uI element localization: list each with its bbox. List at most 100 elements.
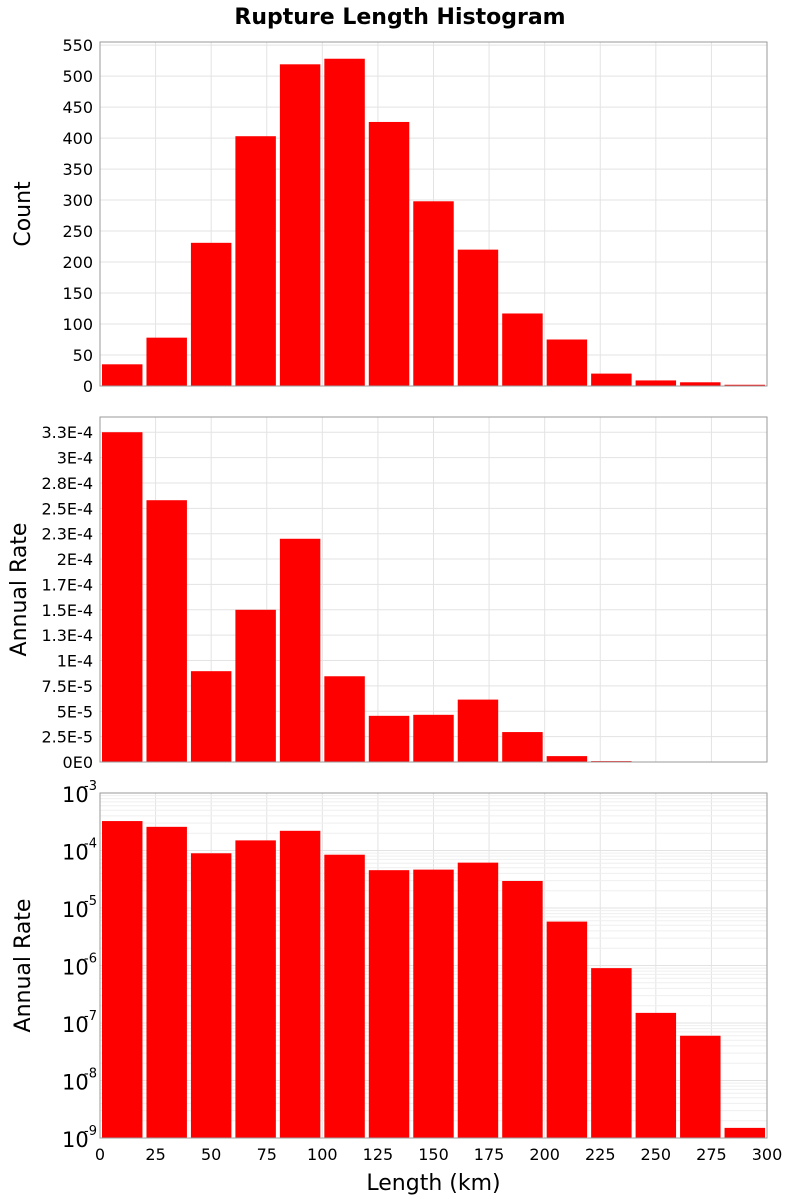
y-tick-label: 50 — [73, 346, 93, 365]
y-tick-label: 250 — [62, 222, 93, 241]
y-tick-label: 1.7E-4 — [41, 575, 93, 594]
x-tick-label: 75 — [257, 1145, 277, 1164]
bar-2-13 — [680, 1035, 721, 1138]
bar-1-10 — [546, 756, 588, 762]
bar-2-1 — [146, 826, 187, 1138]
bar-2-2 — [190, 853, 232, 1138]
bar-0-10 — [546, 339, 588, 386]
x-tick-label: 250 — [641, 1145, 672, 1164]
y-tick-label: 100 — [62, 315, 93, 334]
y-tick-label: 2.3E-4 — [41, 525, 93, 544]
bar-2-11 — [591, 968, 632, 1138]
bar-2-7 — [413, 869, 454, 1138]
bar-2-4 — [279, 830, 321, 1138]
bar-0-0 — [102, 364, 143, 386]
y-tick-label-exponent: -9 — [84, 1124, 97, 1139]
bar-0-13 — [680, 382, 721, 386]
bar-1-3 — [235, 609, 276, 762]
y-tick-label: 1.5E-4 — [41, 601, 93, 620]
bar-0-2 — [190, 242, 232, 386]
plot-frame — [99, 416, 768, 763]
y-axis-label: Annual Rate — [7, 523, 32, 657]
x-tick-label: 50 — [201, 1145, 221, 1164]
bar-1-8 — [457, 699, 499, 762]
bar-2-14 — [724, 1127, 765, 1138]
y-tick-label-base: 10 — [62, 898, 89, 922]
bar-0-7 — [413, 201, 454, 386]
x-tick-label: 100 — [307, 1145, 338, 1164]
bar-1-5 — [324, 676, 365, 762]
bar-2-10 — [546, 921, 588, 1138]
bar-0-6 — [368, 121, 410, 386]
y-tick-label: 550 — [62, 36, 93, 55]
bar-1-7 — [413, 714, 454, 762]
y-tick-label-exponent: -7 — [84, 1009, 97, 1024]
y-tick-label: 7.5E-5 — [41, 677, 93, 696]
y-tick-label-exponent: -3 — [84, 779, 97, 794]
y-tick-label: 500 — [62, 67, 93, 86]
y-tick-label: 2.5E-4 — [41, 499, 93, 518]
y-tick-label-base: 10 — [62, 1013, 89, 1037]
bar-1-6 — [368, 715, 410, 762]
bar-2-9 — [502, 880, 543, 1138]
y-tick-label-exponent: -8 — [84, 1067, 97, 1082]
x-tick-label: 125 — [363, 1145, 394, 1164]
y-tick-label: 1.3E-4 — [41, 626, 93, 645]
x-tick-label: 150 — [418, 1145, 449, 1164]
y-tick-label: 2.8E-4 — [41, 474, 93, 493]
y-tick-label-exponent: -4 — [84, 837, 97, 852]
bar-2-0 — [102, 821, 143, 1138]
y-tick-label-base: 10 — [62, 1071, 89, 1095]
bar-2-5 — [324, 854, 365, 1138]
bar-0-3 — [235, 136, 276, 386]
y-tick-label-base: 10 — [62, 841, 89, 865]
bar-1-2 — [190, 671, 232, 762]
bar-0-9 — [502, 313, 543, 386]
bar-0-4 — [279, 64, 321, 387]
y-tick-label: 300 — [62, 191, 93, 210]
y-tick-label: 5E-5 — [57, 702, 93, 721]
bar-2-12 — [635, 1012, 677, 1138]
y-tick-label: 2E-4 — [57, 550, 93, 569]
bar-2-8 — [457, 862, 499, 1138]
y-tick-label: 400 — [62, 129, 93, 148]
bar-0-14 — [724, 384, 765, 386]
y-tick-label: 2.5E-5 — [41, 728, 93, 747]
x-tick-label: 275 — [696, 1145, 727, 1164]
x-tick-label: 300 — [752, 1145, 783, 1164]
bar-2-3 — [235, 840, 276, 1138]
bar-0-5 — [324, 58, 365, 386]
bar-0-8 — [457, 249, 499, 386]
y-tick-label: 1E-4 — [57, 652, 93, 671]
bar-1-0 — [102, 432, 143, 762]
x-tick-label: 175 — [474, 1145, 505, 1164]
bar-2-6 — [368, 870, 410, 1138]
chart-title: Rupture Length Histogram — [234, 5, 565, 30]
y-tick-label-exponent: -5 — [84, 894, 97, 909]
bar-1-4 — [279, 538, 321, 762]
y-tick-label: 450 — [62, 98, 93, 117]
bar-0-12 — [635, 380, 677, 386]
x-tick-label: 225 — [585, 1145, 616, 1164]
bar-1-9 — [502, 732, 543, 762]
bar-0-11 — [591, 373, 632, 386]
y-tick-label: 350 — [62, 160, 93, 179]
y-axis-label: Count — [11, 181, 36, 247]
x-tick-label: 25 — [145, 1145, 165, 1164]
y-tick-label: 150 — [62, 284, 93, 303]
bar-0-1 — [146, 337, 187, 386]
y-tick-label: 0E0 — [63, 753, 93, 772]
y-tick-label: 3.3E-4 — [41, 423, 93, 442]
bar-1-1 — [146, 500, 187, 762]
plot-frame — [99, 792, 768, 1139]
y-tick-label-base: 10 — [62, 783, 89, 807]
y-tick-label-base: 10 — [62, 1128, 89, 1152]
x-tick-label: 0 — [95, 1145, 105, 1164]
y-tick-label: 200 — [62, 253, 93, 272]
y-tick-label: 3E-4 — [57, 449, 93, 468]
y-tick-label-exponent: -6 — [84, 952, 97, 967]
y-tick-label-base: 10 — [62, 956, 89, 980]
x-tick-label: 200 — [529, 1145, 560, 1164]
y-axis-label: Annual Rate — [11, 899, 36, 1033]
